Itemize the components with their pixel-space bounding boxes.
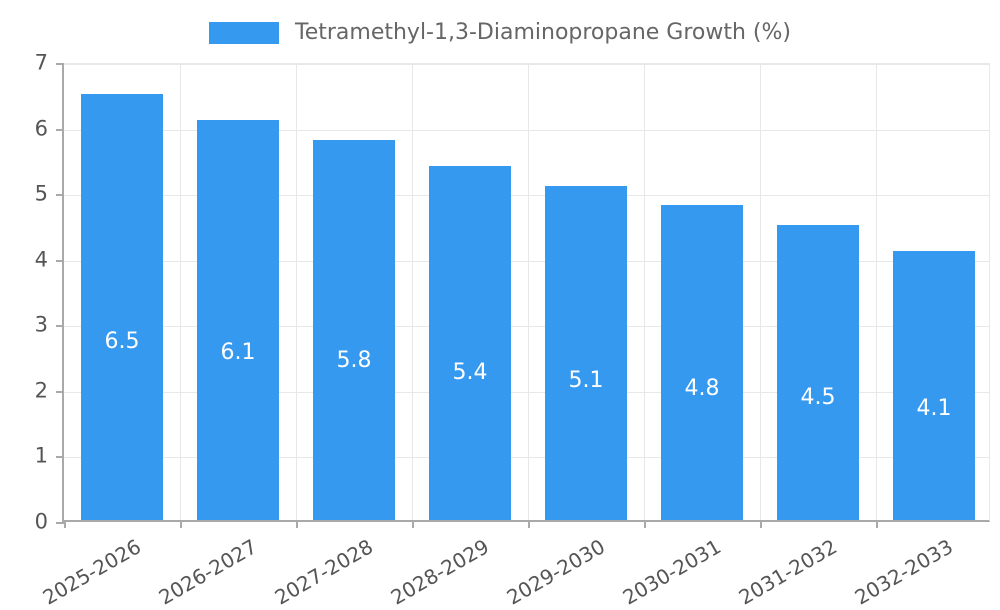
x-tick-mark — [644, 520, 646, 528]
x-tick-label: 2030-2031 — [618, 534, 725, 610]
x-tick-label: 2029-2030 — [502, 534, 609, 610]
plot-area: 6.5 6.1 5.8 5.4 5.1 4.8 4.5 4.1 — [56, 63, 990, 528]
y-tick-mark — [56, 128, 64, 131]
x-tick-label: 2031-2032 — [734, 534, 841, 610]
bar-value-label: 4.8 — [684, 376, 720, 402]
x-tick-mark — [876, 520, 878, 528]
gridline-horizontal — [64, 260, 989, 262]
bar[interactable] — [661, 205, 743, 520]
gridline-vertical — [876, 64, 877, 520]
legend-color-swatch — [209, 22, 279, 44]
y-tick-mark — [56, 194, 64, 197]
bar-value-label: 4.5 — [800, 384, 836, 410]
y-tick-mark — [56, 522, 64, 524]
x-tick-label: 2026-2027 — [154, 534, 261, 610]
x-tick-label: 2025-2026 — [38, 534, 145, 610]
x-tick-mark — [412, 520, 414, 528]
bar-value-label: 4.1 — [916, 395, 952, 421]
chart-legend: Tetramethyl-1,3-Diaminopropane Growth (%… — [0, 14, 1000, 52]
gridline-horizontal — [64, 391, 989, 393]
gridline-vertical — [412, 64, 413, 520]
y-tick-label: 7 — [34, 50, 48, 75]
x-tick-mark — [296, 520, 298, 528]
bar[interactable] — [313, 139, 395, 520]
bar-value-label: 5.1 — [568, 367, 604, 393]
x-tick-mark — [180, 520, 182, 528]
bar-value-label: 5.4 — [452, 359, 488, 385]
bar[interactable] — [893, 251, 975, 520]
gridline-vertical — [528, 64, 529, 520]
y-tick-label: 1 — [34, 443, 48, 468]
y-tick-mark — [56, 259, 64, 262]
bar-value-label: 6.5 — [104, 328, 140, 354]
y-tick-label: 3 — [34, 312, 48, 337]
gridline-vertical — [760, 64, 761, 520]
bar-value-label: 6.1 — [220, 340, 256, 365]
bar[interactable] — [777, 224, 859, 520]
x-tick-mark — [760, 520, 762, 528]
bar[interactable] — [545, 185, 627, 520]
gridline-horizontal — [64, 326, 989, 328]
bar[interactable] — [197, 120, 279, 520]
x-tick-mark — [528, 520, 530, 528]
bar-value-label: 5.8 — [336, 348, 372, 374]
y-tick-mark — [56, 390, 64, 393]
gridline-vertical — [296, 64, 297, 520]
gridline-vertical — [180, 64, 181, 520]
y-tick-label: 2 — [34, 378, 48, 403]
x-tick-label: 2028-2029 — [386, 534, 493, 610]
y-tick-label: 5 — [34, 181, 48, 206]
y-tick-mark — [56, 456, 64, 459]
gridline-horizontal — [64, 457, 989, 459]
y-tick-label: 4 — [34, 247, 48, 272]
y-tick-label: 6 — [34, 116, 48, 141]
gridline-vertical — [644, 64, 645, 520]
y-tick-mark — [56, 325, 64, 328]
legend-label: Tetramethyl-1,3-Diaminopropane Growth (%… — [295, 20, 791, 45]
bar[interactable] — [429, 165, 511, 520]
gridline-horizontal — [64, 64, 989, 65]
x-tick-mark — [64, 520, 66, 528]
bar[interactable] — [81, 93, 163, 520]
gridline-horizontal — [64, 195, 989, 197]
y-tick-label: 0 — [34, 509, 48, 534]
gridline-horizontal — [64, 129, 989, 131]
x-tick-label: 2027-2028 — [270, 534, 377, 610]
y-tick-mark — [56, 63, 64, 65]
x-tick-label: 2032-2033 — [850, 534, 957, 610]
